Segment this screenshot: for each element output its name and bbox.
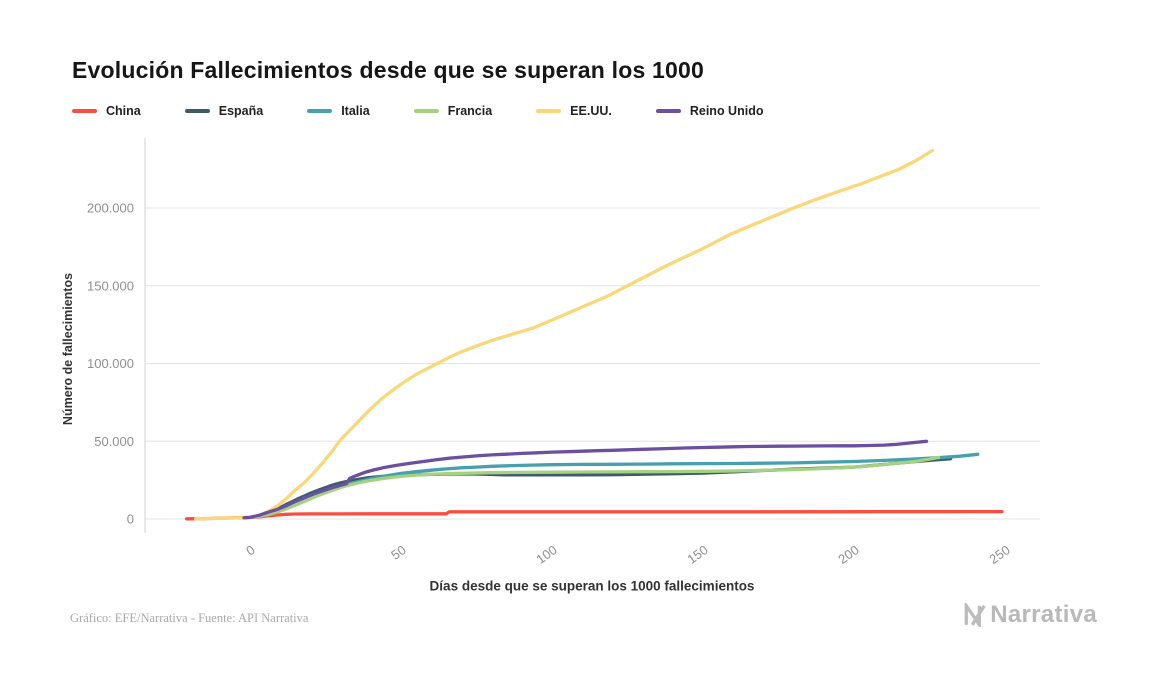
legend-item-espa-a[interactable]: España [184,104,264,118]
legend-swatch [413,109,439,113]
y-tick-label: 0 [127,512,134,527]
narrativa-wordmark: Narrativa [990,601,1097,628]
legend-swatch [536,109,562,113]
series-line-china [184,509,1004,521]
legend-label: China [106,104,141,118]
legend: China España Italia Francia EE.UU. Reino Unid… [72,104,763,118]
narrativa-logo: Narrativa [963,601,1097,629]
credit-text: Gráfico: EFE/Narrativa - Fuente: API Nar… [70,611,309,625]
legend-item-ee-uu[interactable]: EE.UU. [536,104,612,118]
y-tick-label: 100.000 [87,356,134,371]
y-tick-label: 50.000 [94,434,134,449]
legend-label: Reino Unido [689,104,764,118]
x-tick-label: 200 [835,542,861,567]
x-tick-label: 100 [533,542,559,567]
x-axis-label: Días desde que se superan los 1000 falle… [429,578,755,594]
legend-item-francia[interactable]: Francia [413,104,493,118]
chart-title: Evolución Fallecimientos desde que se su… [72,57,705,84]
y-axis-label: Número de fallecimientos [61,272,75,426]
series-line-italia [248,452,980,520]
legend-swatch [184,109,210,113]
legend-swatch [655,109,681,113]
legend-item-reino-unido[interactable]: Reino Unido [655,104,764,118]
legend-label: España [218,104,264,118]
legend-label: Francia [447,104,493,118]
x-tick-label: 0 [243,542,258,558]
narrativa-n-icon [964,603,986,627]
x-tick-label: 50 [388,542,408,563]
y-tick-label: 150.000 [87,278,134,293]
legend-item-italia[interactable]: Italia [307,104,370,118]
x-tick-label: 150 [684,542,710,567]
x-tick-labels: 0 50 100 150 200 250 [243,542,1013,567]
legend-swatch [307,109,333,113]
legend-label: EE.UU. [570,104,612,118]
series-line-ee-uu [193,148,935,521]
gridlines: 0 50.000 100.000 150.000 200.000 [87,201,1040,527]
series-line-francia [248,455,941,520]
legend-label: Italia [341,104,370,118]
series-line-reino-unido [242,439,929,520]
legend-item-china[interactable]: China [72,104,141,118]
legend-swatch [72,109,97,113]
y-tick-label: 200.000 [87,201,134,216]
x-tick-label: 250 [986,542,1012,567]
